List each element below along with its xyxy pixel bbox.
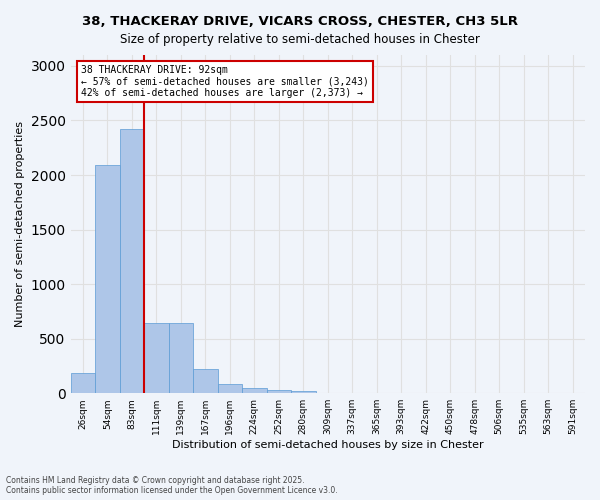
Bar (291, 391, 316, 393)
X-axis label: Distribution of semi-detached houses by size in Chester: Distribution of semi-detached houses by … (172, 440, 484, 450)
Bar (119, 129, 144, 393)
Bar (218, 384, 242, 393)
Bar (266, 390, 291, 393)
Bar (242, 388, 266, 393)
Text: Contains HM Land Registry data © Crown copyright and database right 2025.
Contai: Contains HM Land Registry data © Crown c… (6, 476, 338, 495)
Bar (95, 165, 119, 393)
Bar (71, 373, 95, 393)
Text: Size of property relative to semi-detached houses in Chester: Size of property relative to semi-detach… (120, 32, 480, 46)
Bar (169, 323, 193, 393)
Bar (144, 323, 169, 393)
Y-axis label: Number of semi-detached properties: Number of semi-detached properties (15, 121, 25, 327)
Text: 38, THACKERAY DRIVE, VICARS CROSS, CHESTER, CH3 5LR: 38, THACKERAY DRIVE, VICARS CROSS, CHEST… (82, 15, 518, 28)
Text: 38 THACKERAY DRIVE: 92sqm
← 57% of semi-detached houses are smaller (3,243)
42% : 38 THACKERAY DRIVE: 92sqm ← 57% of semi-… (81, 65, 369, 98)
Bar (193, 368, 218, 393)
